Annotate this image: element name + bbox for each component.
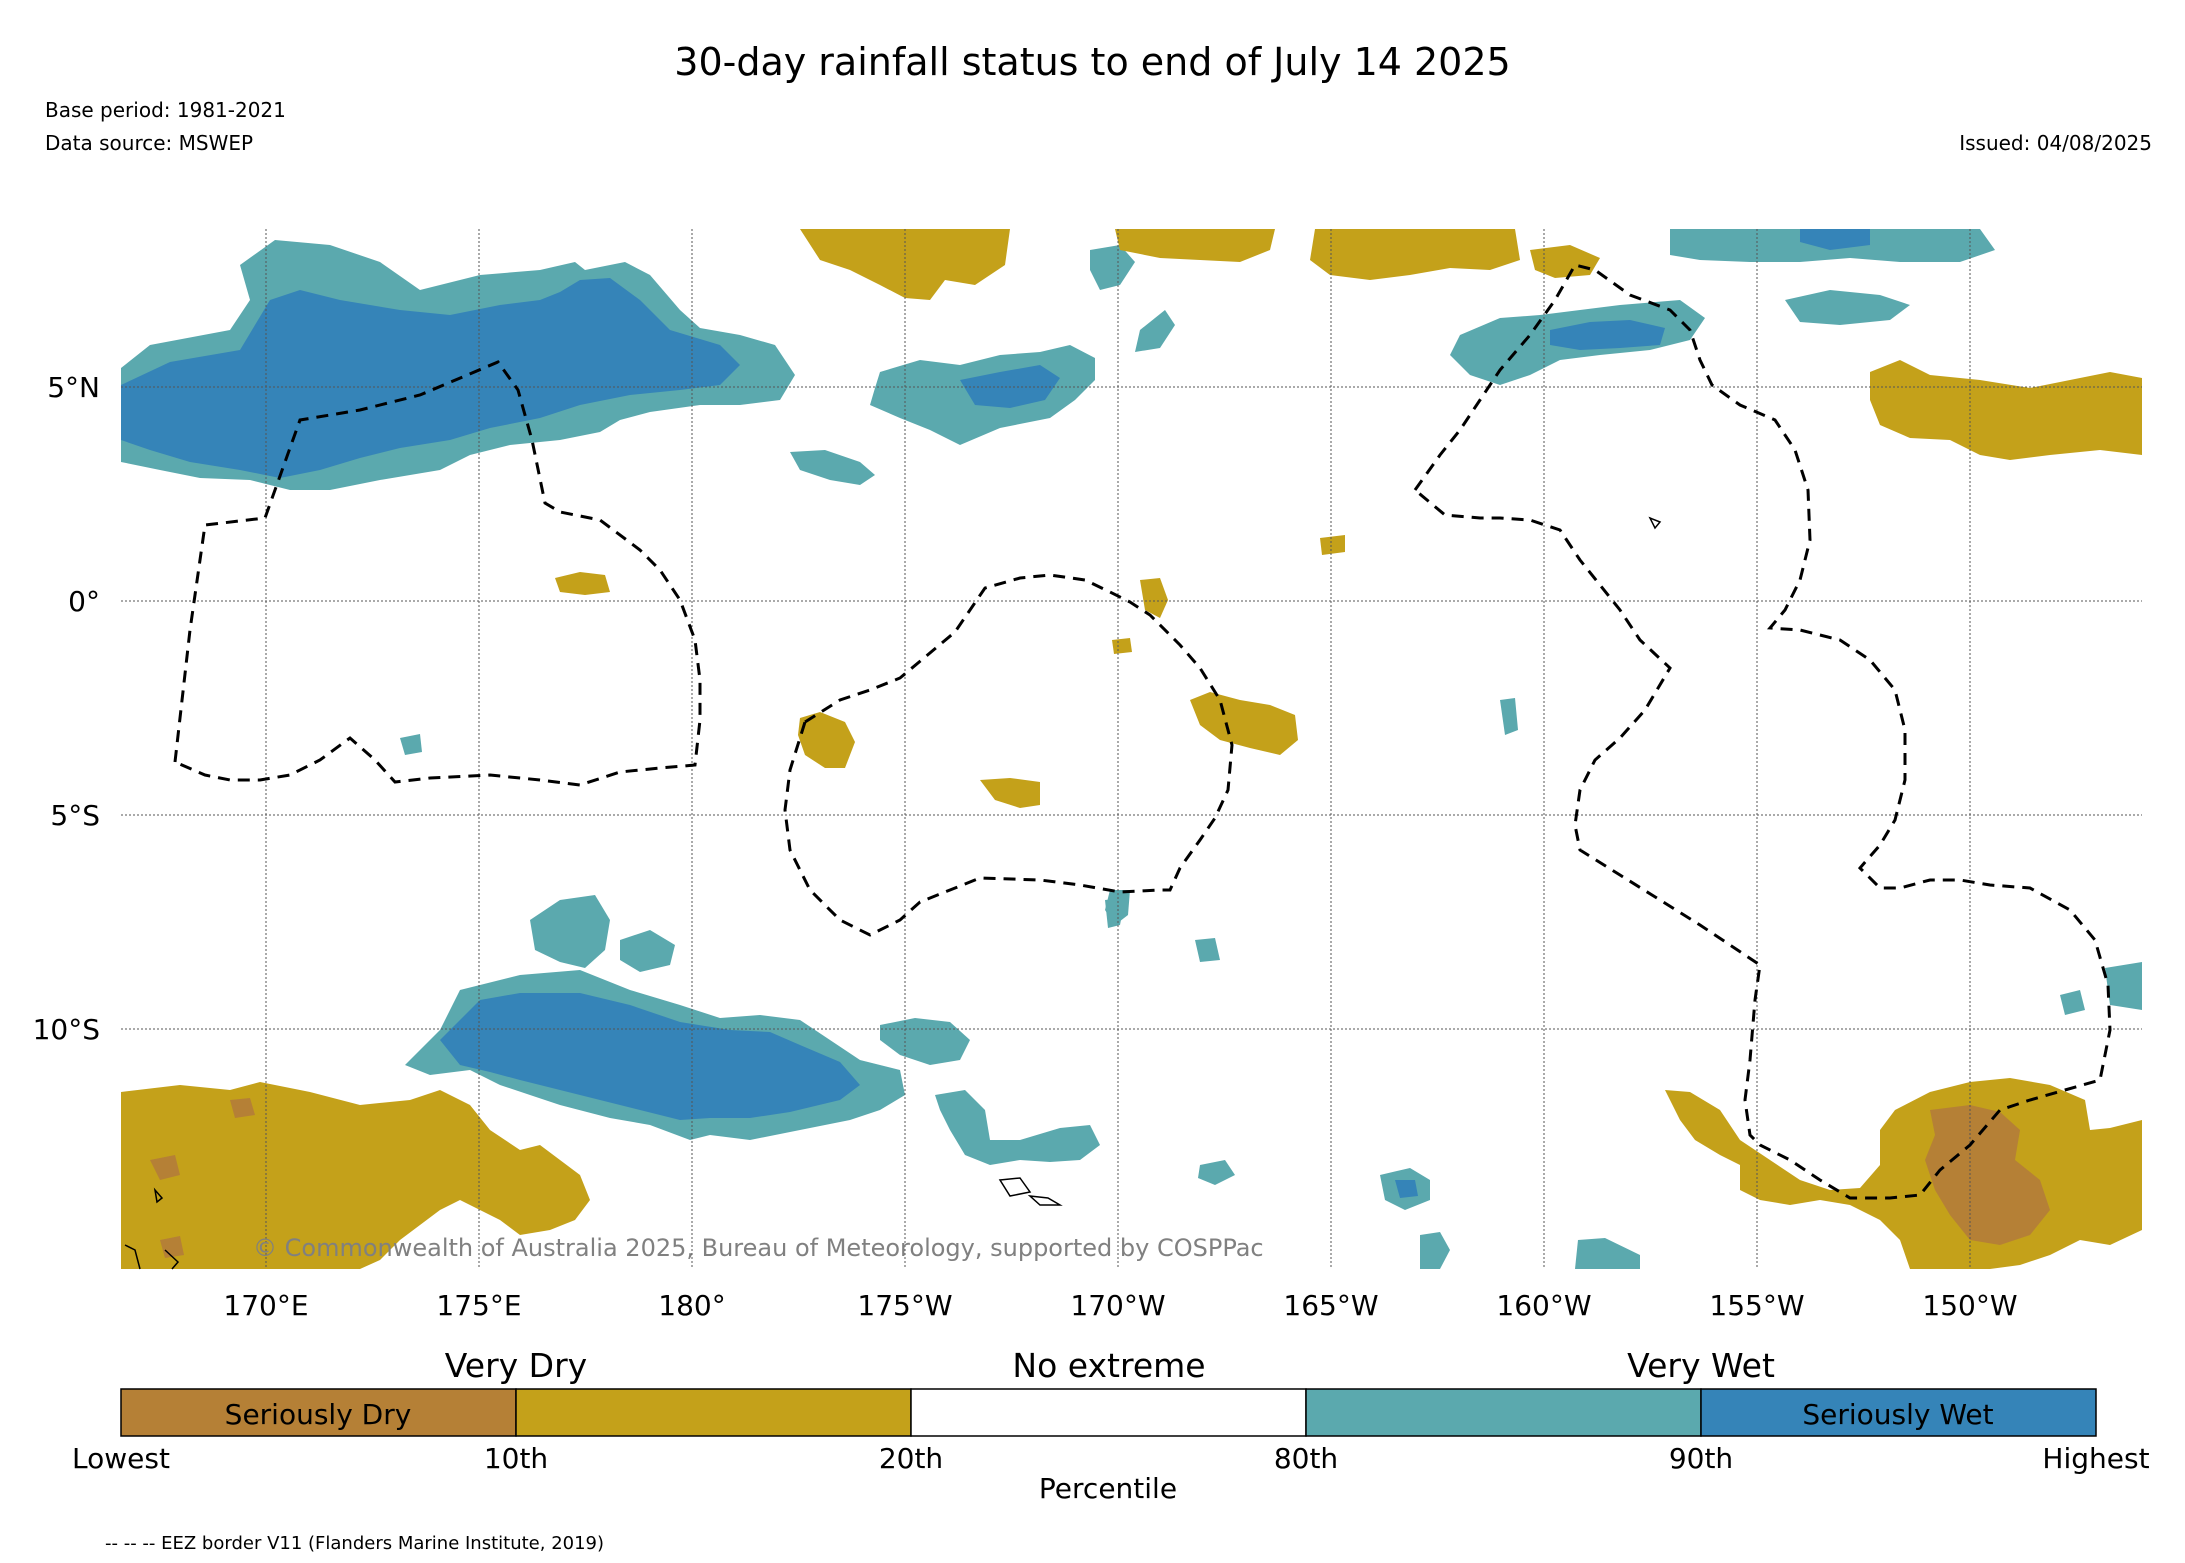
- latitude-labels: 5°N 0° 5°S 10°S: [33, 371, 100, 1046]
- legend-tick-80th: 80th: [1274, 1442, 1338, 1475]
- issued-date-text: Issued: 04/08/2025: [1959, 131, 2152, 155]
- wet-region-south-3: [620, 930, 675, 972]
- dry-region-ne: [1870, 360, 2142, 460]
- legend-tick-10th: 10th: [484, 1442, 548, 1475]
- dry-region-north-3: [1310, 229, 1520, 280]
- wet-region-c2: [400, 734, 422, 755]
- dry-region-sw: [121, 1082, 590, 1269]
- dry-region-c4: [798, 712, 855, 768]
- lon-label-155w: 155°W: [1709, 1289, 1804, 1322]
- legend-tick-highest: Highest: [2042, 1442, 2149, 1475]
- wet-region-east-edge: [2105, 962, 2142, 1010]
- legend-segment-seriously-wet: [1700, 1388, 2097, 1437]
- legend-axis-label: Percentile: [1039, 1472, 1177, 1505]
- eez-border-phoenix: [783, 573, 1234, 937]
- seriously-wet-region-south: [440, 993, 860, 1120]
- coastlines: [124, 516, 1662, 1270]
- legend-categories: Very Dry No extreme Very Wet: [445, 1346, 1775, 1385]
- wet-region-small-3: [1135, 310, 1175, 352]
- lon-label-165w: 165°W: [1283, 1289, 1378, 1322]
- seriously-dry-region-se: [1925, 1105, 2050, 1245]
- dry-region-c7: [980, 778, 1040, 808]
- longitude-labels: 170°E 175°E 180° 175°W 170°W 165°W 160°W…: [223, 1289, 2017, 1322]
- legend-segment-seriously-dry: [120, 1388, 517, 1437]
- wet-region-c4: [1195, 938, 1220, 962]
- dry-region-north-2: [1115, 229, 1275, 262]
- seriously-wet-region-ne: [1550, 320, 1665, 350]
- wet-region-south-8: [1198, 1160, 1235, 1185]
- wet-region-ne-2: [1785, 290, 1910, 325]
- lat-label-5s: 5°S: [50, 799, 100, 832]
- lon-label-180: 180°: [658, 1289, 725, 1322]
- dry-region-c1: [555, 572, 610, 595]
- dry-region-north-4: [1530, 245, 1600, 278]
- wet-region-east-small: [2060, 990, 2085, 1015]
- eez-footnote: -- -- -- EEZ border V11 (Flanders Marine…: [105, 1533, 605, 1554]
- legend-label-seriously-dry: Seriously Dry: [225, 1398, 412, 1431]
- map-title: 30-day rainfall status to end of July 14…: [674, 40, 1511, 84]
- lon-label-150w: 150°W: [1922, 1289, 2017, 1322]
- lon-label-175e: 175°E: [436, 1289, 521, 1322]
- seriously-wet-region-south-6: [1395, 1180, 1418, 1198]
- wet-region-small-2: [1090, 245, 1135, 290]
- eez-border-kiribati-gilbert: [173, 360, 702, 787]
- legend-category-very-dry: Very Dry: [445, 1346, 587, 1385]
- dry-region-c5: [1140, 578, 1168, 618]
- lon-label-160w: 160°W: [1496, 1289, 1591, 1322]
- dry-region-se-1: [1665, 1078, 2142, 1269]
- lon-label-170e: 170°E: [223, 1289, 308, 1322]
- legend-ticks: Lowest 10th 20th 80th 90th Highest Perce…: [72, 1442, 2150, 1505]
- seriously-dry-region-sw-1: [150, 1155, 180, 1180]
- copyright-text: © Commonwealth of Australia 2025, Bureau…: [253, 1234, 1264, 1262]
- eez-border-line-islands: [1412, 263, 2112, 1200]
- legend-segment-very-dry: [515, 1388, 912, 1437]
- lat-label-10s: 10°S: [33, 1013, 100, 1046]
- wet-region-c5: [1575, 1238, 1640, 1269]
- rainfall-anomaly-regions: [121, 229, 2142, 1269]
- lat-label-5n: 5°N: [47, 371, 100, 404]
- gridlines: [121, 229, 2142, 1269]
- seriously-dry-region-sw-2: [230, 1098, 255, 1118]
- legend-colorbar: Seriously Dry Seriously Wet: [120, 1388, 2097, 1437]
- wet-region-c1: [1500, 698, 1518, 735]
- seriously-wet-region-ne-top: [1800, 229, 1870, 250]
- wet-region-c3: [1105, 898, 1125, 928]
- legend-category-very-wet: Very Wet: [1627, 1346, 1775, 1385]
- base-period-text: Base period: 1981-2021: [45, 98, 286, 122]
- wet-region-south-5: [935, 1090, 1100, 1165]
- legend-tick-lowest: Lowest: [72, 1442, 170, 1475]
- eez-borders: [173, 263, 2112, 1200]
- legend-label-seriously-wet: Seriously Wet: [1802, 1398, 1993, 1431]
- legend-category-no-extreme: No extreme: [1012, 1346, 1205, 1385]
- lat-label-0: 0°: [68, 585, 100, 618]
- seriously-dry-region-sw-3: [160, 1236, 184, 1258]
- dry-region-c2: [1320, 535, 1345, 555]
- dry-region-c6: [1112, 638, 1132, 654]
- legend-segment-no-extreme: [910, 1388, 1307, 1437]
- lon-label-170w: 170°W: [1070, 1289, 1165, 1322]
- dry-region-north-1: [800, 229, 1010, 300]
- wet-region-small-1: [790, 450, 875, 485]
- seriously-wet-region-nw: [121, 278, 740, 478]
- legend-tick-20th: 20th: [879, 1442, 943, 1475]
- wet-region-south-2: [530, 895, 610, 968]
- legend-segment-very-wet: [1305, 1388, 1702, 1437]
- legend-tick-90th: 90th: [1669, 1442, 1733, 1475]
- dry-region-c3: [1190, 692, 1298, 755]
- lon-label-175w: 175°W: [857, 1289, 952, 1322]
- wet-region-south-9: [1420, 1232, 1450, 1269]
- wet-region-south-4: [880, 1018, 970, 1065]
- data-source-text: Data source: MSWEP: [45, 131, 254, 155]
